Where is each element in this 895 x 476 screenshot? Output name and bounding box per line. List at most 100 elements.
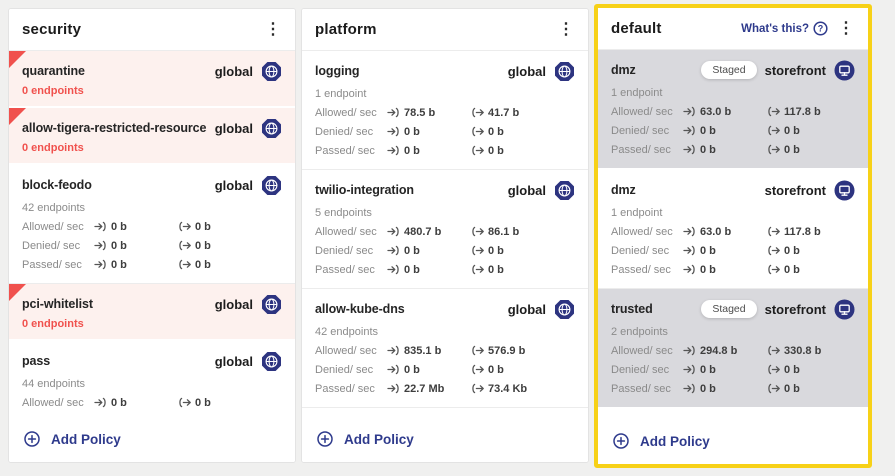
add-policy-button[interactable]: Add Policy bbox=[598, 418, 868, 464]
ingress-value: 0 b bbox=[404, 144, 420, 157]
global-icon bbox=[554, 61, 575, 82]
egress-arrow-icon bbox=[472, 383, 484, 394]
stat-row: Passed/ sec 0 b 0 b bbox=[22, 255, 282, 274]
ingress-arrow-icon bbox=[683, 106, 695, 117]
stat-label: Denied/ sec bbox=[22, 239, 81, 252]
kebab-menu-icon[interactable]: ⋮ bbox=[558, 20, 574, 38]
stat-row: Denied/ sec 0 b 0 b bbox=[22, 236, 282, 255]
ingress-value: 0 b bbox=[111, 258, 127, 271]
tier-title: default bbox=[611, 20, 662, 37]
global-icon bbox=[554, 180, 575, 201]
ingress-value: 0 b bbox=[700, 244, 716, 257]
policy-card-pass[interactable]: pass global 44 endpoints Allowed/ sec 0 … bbox=[9, 341, 295, 416]
ingress-arrow-icon bbox=[94, 240, 106, 251]
policy-card-logging[interactable]: logging global 1 endpoint Allowed/ sec 7… bbox=[302, 51, 588, 170]
tier-card-list: logging global 1 endpoint Allowed/ sec 7… bbox=[302, 51, 588, 416]
policy-scope-label: global bbox=[214, 296, 253, 312]
policy-card-quarantine[interactable]: quarantine global 0 endpoints bbox=[9, 51, 295, 108]
policy-card-dmz[interactable]: dmz storefront 1 endpoint Allowed/ sec 6… bbox=[598, 170, 868, 289]
ingress-value: 0 b bbox=[111, 396, 127, 409]
ingress-value: 0 b bbox=[111, 416, 127, 417]
ingress-value: 0 b bbox=[700, 143, 716, 156]
ingress-arrow-icon bbox=[94, 259, 106, 270]
stat-row: Allowed/ sec 63.0 b 117.8 b bbox=[611, 222, 855, 241]
ingress-arrow-icon bbox=[683, 264, 695, 275]
storefront-icon bbox=[834, 180, 855, 201]
policy-scope-label: storefront bbox=[764, 182, 826, 198]
ingress-value: 63.0 b bbox=[700, 105, 732, 118]
stat-label: Denied/ sec bbox=[315, 363, 374, 376]
egress-arrow-icon bbox=[472, 226, 484, 237]
stat-row: Allowed/ sec 480.7 b 86.1 b bbox=[315, 222, 575, 241]
egress-value: 0 b bbox=[195, 239, 211, 252]
staged-badge: Staged bbox=[701, 300, 757, 318]
endpoint-count: 1 endpoint bbox=[611, 207, 663, 219]
endpoint-count: 5 endpoints bbox=[315, 207, 372, 219]
egress-value: 73.4 Kb bbox=[488, 382, 528, 395]
egress-arrow-icon bbox=[472, 345, 484, 356]
stat-row: Allowed/ sec 0 b 0 b bbox=[22, 393, 282, 412]
egress-value: 0 b bbox=[488, 244, 504, 257]
ingress-value: 294.8 b bbox=[700, 344, 738, 357]
tier-column-security: security ⋮ quarantine global 0 endpoints… bbox=[8, 8, 296, 463]
stat-label: Allowed/ sec bbox=[315, 225, 377, 238]
global-icon bbox=[261, 175, 282, 196]
policy-card-twilio-integration[interactable]: twilio-integration global 5 endpoints Al… bbox=[302, 170, 588, 289]
tier-card-list: quarantine global 0 endpoints allow-tige… bbox=[9, 51, 295, 416]
egress-arrow-icon bbox=[472, 364, 484, 375]
policy-scope-label: global bbox=[214, 120, 253, 136]
stat-row: Allowed/ sec 835.1 b 576.9 b bbox=[315, 341, 575, 360]
add-policy-button[interactable]: Add Policy bbox=[9, 416, 295, 462]
stat-label: Denied/ sec bbox=[315, 244, 374, 257]
policy-card-pci-whitelist[interactable]: pci-whitelist global 0 endpoints bbox=[9, 284, 295, 341]
ingress-arrow-icon bbox=[683, 364, 695, 375]
policy-name: block-feodo bbox=[22, 178, 92, 192]
whats-this-link[interactable]: What's this? ? bbox=[741, 21, 828, 36]
whats-this-label: What's this? bbox=[741, 22, 809, 35]
stat-row: Passed/ sec 22.7 Mb 73.4 Kb bbox=[315, 379, 575, 398]
kebab-menu-icon[interactable]: ⋮ bbox=[838, 19, 854, 37]
policy-card-block-feodo[interactable]: block-feodo global 42 endpoints Allowed/… bbox=[9, 165, 295, 284]
tier-title: security bbox=[22, 21, 82, 38]
endpoint-count: 42 endpoints bbox=[22, 202, 85, 214]
policy-scope-label: global bbox=[214, 63, 253, 79]
traffic-stats: Allowed/ sec 294.8 b 330.8 b Denied/ sec… bbox=[611, 341, 855, 398]
stat-label: Allowed/ sec bbox=[22, 220, 84, 233]
plus-circle-icon bbox=[613, 433, 629, 449]
ingress-value: 0 b bbox=[700, 124, 716, 137]
stat-label: Allowed/ sec bbox=[611, 105, 673, 118]
policy-card-allow-tigera-restricted-resources[interactable]: allow-tigera-restricted-resources global… bbox=[9, 108, 295, 165]
egress-arrow-icon bbox=[768, 125, 780, 136]
policy-card-trusted[interactable]: trusted storefront bbox=[598, 409, 868, 418]
stat-row: Allowed/ sec 78.5 b 41.7 b bbox=[315, 103, 575, 122]
endpoint-count: 0 endpoints bbox=[22, 85, 84, 97]
ingress-arrow-icon bbox=[387, 107, 399, 118]
tier-column-default: default What's this? ? ⋮ dmz Staged stor… bbox=[594, 4, 872, 468]
policy-card-dmz[interactable]: dmz Staged storefront 1 endpoint Allowed… bbox=[598, 50, 868, 170]
policy-scope-label: global bbox=[507, 301, 546, 317]
stat-label: Allowed/ sec bbox=[611, 344, 673, 357]
egress-value: 0 b bbox=[488, 125, 504, 138]
ingress-arrow-icon bbox=[683, 144, 695, 155]
ingress-value: 0 b bbox=[111, 220, 127, 233]
policy-name: pci-whitelist bbox=[22, 297, 93, 311]
storefront-icon bbox=[834, 299, 855, 320]
egress-arrow-icon bbox=[472, 245, 484, 256]
stat-row: Allowed/ sec 63.0 b 117.8 b bbox=[611, 102, 855, 121]
global-icon bbox=[554, 299, 575, 320]
stat-row: Passed/ sec 0 b 0 b bbox=[315, 141, 575, 160]
add-policy-button[interactable]: Add Policy bbox=[302, 416, 588, 462]
ingress-arrow-icon bbox=[387, 126, 399, 137]
kebab-menu-icon[interactable]: ⋮ bbox=[265, 20, 281, 38]
policy-name: logging bbox=[315, 64, 360, 78]
egress-value: 576.9 b bbox=[488, 344, 526, 357]
policy-card-trusted[interactable]: trusted Staged storefront 2 endpoints Al… bbox=[598, 289, 868, 409]
help-icon[interactable]: ? bbox=[813, 21, 828, 36]
policy-card-allow-kube-dns[interactable]: allow-kube-dns global 42 endpoints Allow… bbox=[302, 289, 588, 408]
plus-circle-icon bbox=[317, 431, 333, 447]
stat-label: Passed/ sec bbox=[611, 263, 671, 276]
ingress-value: 0 b bbox=[111, 239, 127, 252]
endpoint-count: 42 endpoints bbox=[315, 326, 378, 338]
stat-row: Passed/ sec 0 b 0 b bbox=[611, 140, 855, 159]
egress-arrow-icon bbox=[768, 383, 780, 394]
